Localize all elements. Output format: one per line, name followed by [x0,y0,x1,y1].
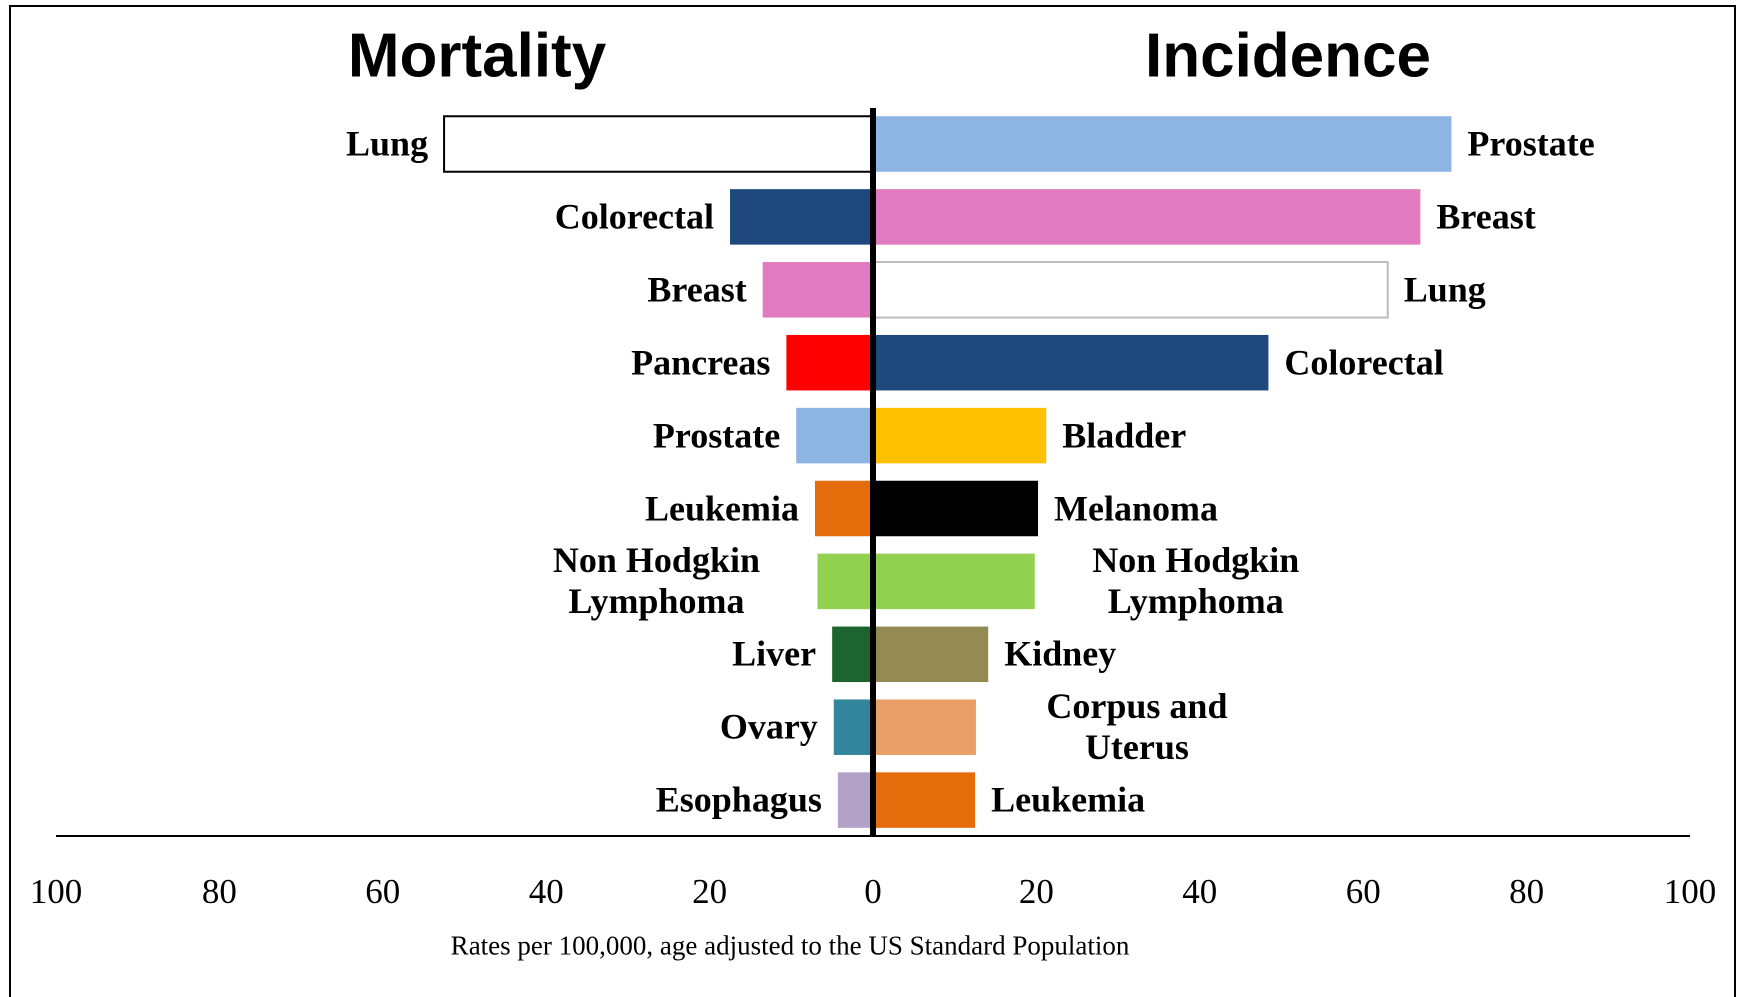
x-tick-label: 100 [1663,872,1717,911]
category-label: Bladder [1062,415,1187,456]
bar [873,626,989,683]
chart-title: Incidence [1145,21,1431,91]
bar [873,480,1039,537]
bar [873,334,1269,391]
category-label: Leukemia [991,779,1146,820]
x-tick-label: 40 [1182,872,1218,911]
caption: Rates per 100,000, age adjusted to the U… [450,930,1130,961]
category-label: Leukemia [644,488,799,528]
category-label: Prostate [1467,123,1595,164]
x-tick-label: 20 [692,872,728,911]
category-label: Ovary [719,706,818,747]
category-label: Kidney [1004,633,1117,674]
chart-title: Mortality [347,21,607,91]
frame [9,5,1736,997]
category-label: Liver [732,633,817,674]
category-label: Corpus and Uterus [1046,686,1228,768]
bar [814,480,873,537]
x-tick-label: 40 [528,872,564,911]
x-tick-label: 80 [201,872,237,911]
category-label: Colorectal [554,196,715,237]
x-tick-label: 100 [29,872,83,911]
bar [730,189,873,245]
bar [796,407,873,464]
bar [873,116,1452,172]
bar [443,115,874,173]
bar [873,699,976,755]
bar [837,772,873,828]
category-label: Esophagus [655,779,822,820]
bar [786,334,873,391]
x-tick-label: 60 [1345,872,1381,911]
category-label: Lung [1403,269,1486,310]
category-label: Breast [1436,196,1536,237]
bar [873,772,976,828]
bar [762,262,873,318]
category-label: Lung [346,123,429,164]
bar [817,553,873,610]
category-label: Non Hodgkin Lymphoma [552,540,760,622]
category-label: Non Hodgkin Lymphoma [1092,540,1300,622]
x-tick-label: 60 [365,872,401,911]
bar [873,407,1047,464]
category-label: Pancreas [631,342,771,383]
category-label: Prostate [652,415,781,456]
bar [872,261,1389,319]
x-tick-label: 0 [864,872,882,911]
bar [833,699,873,755]
category-label: Melanoma [1054,488,1218,528]
bar [873,553,1035,610]
bar [832,626,873,683]
x-tick-label: 20 [1018,872,1054,911]
bar [873,189,1421,245]
category-label: Breast [647,269,747,310]
category-label: Colorectal [1284,342,1444,383]
x-tick-label: 80 [1509,872,1545,911]
